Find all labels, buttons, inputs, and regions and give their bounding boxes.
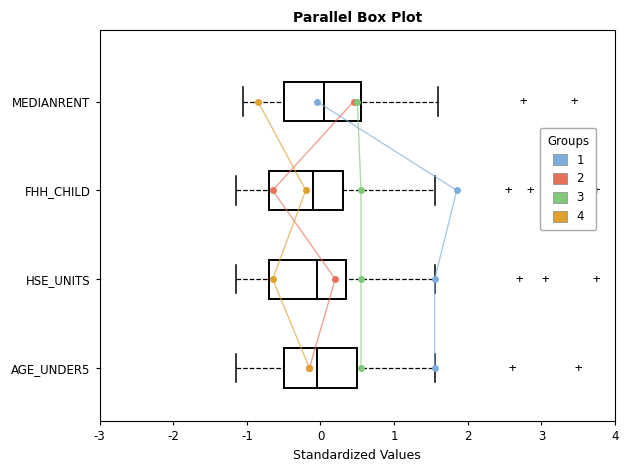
Text: +: +	[527, 184, 534, 197]
Text: +: +	[545, 184, 553, 197]
FancyBboxPatch shape	[284, 82, 361, 121]
Text: +: +	[515, 272, 523, 286]
X-axis label: Standardized Values: Standardized Values	[294, 449, 421, 462]
Text: +: +	[508, 361, 516, 375]
Text: +: +	[541, 272, 549, 286]
Title: Parallel Box Plot: Parallel Box Plot	[293, 11, 422, 25]
Text: +: +	[519, 95, 527, 108]
Legend: 1, 2, 3, 4: 1, 2, 3, 4	[540, 128, 597, 230]
Text: +: +	[575, 361, 582, 375]
FancyBboxPatch shape	[269, 171, 343, 210]
Text: +: +	[571, 95, 578, 108]
Text: +: +	[505, 184, 512, 197]
FancyBboxPatch shape	[284, 349, 357, 387]
Text: +: +	[593, 184, 600, 197]
Text: +: +	[593, 272, 600, 286]
FancyBboxPatch shape	[269, 260, 346, 299]
